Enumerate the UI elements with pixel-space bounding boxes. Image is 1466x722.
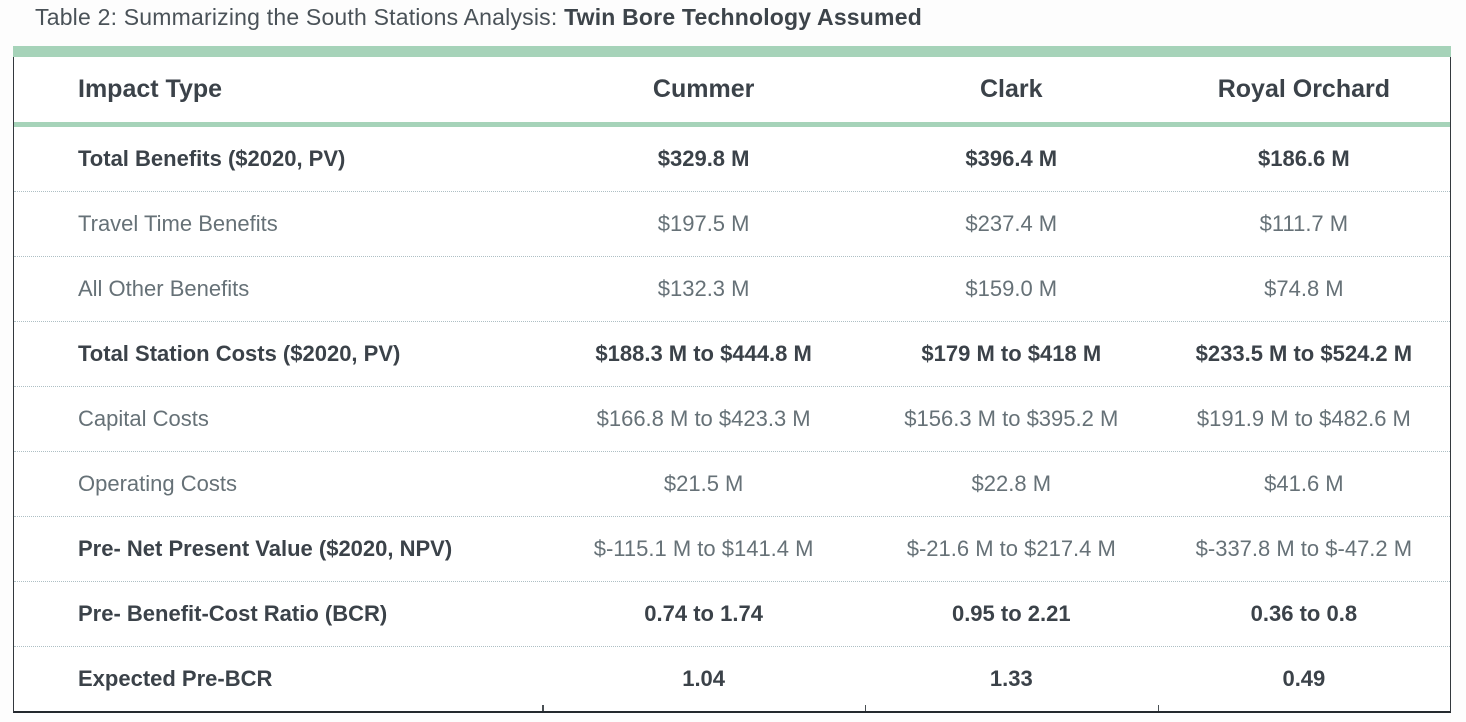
bottom-column-divider-tick [542, 705, 544, 711]
bottom-column-divider-tick [864, 705, 867, 711]
table-row-total-benefits: Total Benefits ($2020, PV) $329.8 M $396… [14, 127, 1450, 191]
cell-royal-orchard: $233.5 M to $524.2 M [1195, 341, 1413, 366]
cell-cummer: $329.8 M [657, 146, 750, 171]
table-row-pre-net-present-value: Pre- Net Present Value ($2020, NPV) $-11… [14, 516, 1450, 581]
table-caption-emphasis: Twin Bore Technology Assumed [564, 4, 922, 30]
page-title: Table 2: Summarizing the South Stations … [35, 4, 922, 31]
table-row-total-station-costs: Total Station Costs ($2020, PV) $188.3 M… [14, 321, 1450, 386]
row-label: Expected Pre-BCR [78, 666, 273, 691]
table-caption-text: Table 2: Summarizing the South Stations … [35, 4, 565, 30]
table-row-operating-costs: Operating Costs $21.5 M $22.8 M $41.6 M [14, 451, 1450, 516]
column-header-impact-type: Impact Type [78, 75, 223, 103]
cell-royal-orchard: $-337.8 M to $-47.2 M [1195, 536, 1413, 561]
cell-cummer: $-115.1 M to $141.4 M [593, 536, 814, 561]
table-row-expected-pre-bcr: Expected Pre-BCR 1.04 1.33 0.49 [14, 646, 1450, 711]
row-label: Pre- Net Present Value ($2020, NPV) [78, 536, 453, 561]
row-label: All Other Benefits [78, 276, 250, 301]
table-header-row: Impact Type Cummer Clark Royal Orchard [14, 57, 1450, 122]
cell-clark: $179 M to $418 M [921, 341, 1102, 366]
cell-clark: $156.3 M to $395.2 M [904, 406, 1119, 431]
cell-royal-orchard: 0.36 to 0.8 [1250, 601, 1358, 626]
cell-cummer: $188.3 M to $444.8 M [595, 341, 812, 366]
header-separator-bar [14, 122, 1450, 127]
cell-royal-orchard: $191.9 M to $482.6 M [1196, 406, 1411, 431]
summary-table: Impact Type Cummer Clark Royal Orchard T… [13, 46, 1451, 713]
bottom-column-divider-tick [1157, 705, 1160, 711]
cell-royal-orchard: $186.6 M [1258, 146, 1350, 171]
row-label: Total Benefits ($2020, PV) [78, 146, 346, 171]
table-row-pre-benefit-cost-ratio: Pre- Benefit-Cost Ratio (BCR) 0.74 to 1.… [14, 581, 1450, 646]
row-label: Capital Costs [78, 406, 209, 431]
table-top-accent-bar [13, 46, 1451, 57]
cell-cummer: 0.74 to 1.74 [644, 601, 763, 626]
cell-cummer: $166.8 M to $423.3 M [596, 406, 811, 431]
cell-cummer: $132.3 M [657, 276, 750, 301]
table-row-all-other-benefits: All Other Benefits $132.3 M $159.0 M $74… [14, 256, 1450, 321]
row-label: Operating Costs [78, 471, 237, 496]
cell-cummer: 1.04 [682, 666, 726, 691]
cell-royal-orchard: 0.49 [1282, 666, 1326, 691]
table-row-capital-costs: Capital Costs $166.8 M to $423.3 M $156.… [14, 386, 1450, 451]
row-label: Total Station Costs ($2020, PV) [78, 341, 401, 366]
cell-clark: 0.95 to 2.21 [951, 601, 1071, 626]
column-header-cummer: Cummer [652, 75, 755, 103]
column-header-clark: Clark [980, 75, 1043, 103]
row-label: Travel Time Benefits [78, 211, 278, 236]
cell-royal-orchard: $41.6 M [1264, 471, 1344, 496]
table-row-travel-time-benefits: Travel Time Benefits $197.5 M $237.4 M $… [14, 191, 1450, 256]
table-body: Impact Type Cummer Clark Royal Orchard T… [13, 57, 1451, 713]
cell-clark: $-21.6 M to $217.4 M [906, 536, 1116, 561]
cell-clark: $159.0 M [965, 276, 1058, 301]
cell-clark: 1.33 [989, 666, 1033, 691]
column-header-royal-orchard: Royal Orchard [1217, 75, 1391, 103]
cell-clark: $237.4 M [965, 211, 1058, 236]
row-label: Pre- Benefit-Cost Ratio (BCR) [78, 601, 388, 626]
cell-clark: $22.8 M [971, 471, 1052, 496]
cell-cummer: $21.5 M [663, 471, 744, 496]
cell-clark: $396.4 M [965, 146, 1058, 171]
cell-royal-orchard: $111.7 M [1259, 211, 1349, 236]
cell-cummer: $197.5 M [657, 211, 750, 236]
cell-royal-orchard: $74.8 M [1264, 276, 1344, 301]
